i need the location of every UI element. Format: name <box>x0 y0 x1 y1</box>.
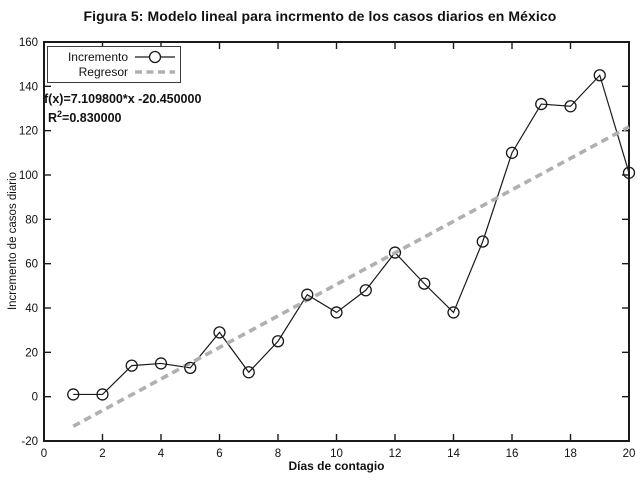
x-tick-label: 18 <box>564 448 577 460</box>
data-point-marker <box>213 326 226 339</box>
data-point-marker <box>330 306 343 319</box>
data-point-marker <box>418 277 431 290</box>
y-tick-label: 160 <box>19 37 38 49</box>
data-point-marker <box>476 235 489 248</box>
regresor-line <box>72 125 630 428</box>
data-point-marker <box>184 361 197 375</box>
x-tick-label: 16 <box>506 448 519 460</box>
data-point-marker <box>388 246 402 259</box>
legend-box: Incremento Regresor <box>47 46 181 83</box>
legend-label-regresor: Regresor <box>78 64 128 79</box>
data-point-marker <box>564 100 577 113</box>
data-point-marker <box>505 146 519 159</box>
data-point-marker <box>125 359 138 372</box>
x-tick-label: 6 <box>216 448 222 460</box>
x-tick-label: 20 <box>623 448 636 460</box>
y-tick-label: 20 <box>25 347 38 359</box>
x-tick-label: 2 <box>99 448 105 460</box>
axes-frame <box>43 41 630 442</box>
data-point-marker <box>154 357 168 370</box>
legend-label-incremento: Incremento <box>67 49 128 64</box>
x-axis-label: Días de contagio <box>288 459 385 473</box>
data-point-marker <box>301 288 314 301</box>
data-point-marker <box>242 366 255 379</box>
data-point-marker <box>67 388 80 401</box>
x-tick-label: 8 <box>275 448 281 460</box>
y-tick-label: 80 <box>25 214 38 226</box>
chart-title: Figura 5: Modelo lineal para incrmento d… <box>83 8 557 24</box>
x-tick-label: 4 <box>158 448 165 460</box>
y-tick-label: 60 <box>25 259 38 271</box>
data-point-marker <box>359 284 372 297</box>
x-tick-label: 0 <box>41 448 47 460</box>
y-tick-label: 140 <box>19 81 38 93</box>
x-tick-label: 10 <box>330 448 343 460</box>
x-tick-label: 14 <box>447 448 460 460</box>
y-tick-label: 0 <box>32 392 38 404</box>
data-point-marker <box>535 97 548 111</box>
data-point-marker <box>593 69 606 82</box>
data-point-marker <box>622 166 636 179</box>
legend-entry-incremento: Incremento <box>52 49 176 64</box>
fit-equation: f(x)=7.109800*x -20.450000 <box>44 92 202 106</box>
data-point-marker <box>271 335 285 348</box>
y-tick-label: -20 <box>21 436 38 448</box>
line-circle-marker-icon <box>135 50 175 63</box>
y-tick-label: 100 <box>19 170 38 182</box>
data-point-marker <box>96 388 109 401</box>
fit-r-squared: R2=0.830000 <box>48 109 122 126</box>
dashed-line-icon <box>135 69 175 74</box>
x-tick-label: 12 <box>389 448 402 460</box>
fit-annotation: f(x)=7.109800*x -20.450000 R2=0.830000 <box>44 92 201 126</box>
y-axis-label: Incremento de casos diario <box>7 171 19 311</box>
legend-entry-regresor: Regresor <box>52 64 176 79</box>
y-tick-label: 40 <box>25 303 38 315</box>
data-point-marker <box>447 306 460 319</box>
y-tick-label: 120 <box>19 126 38 138</box>
